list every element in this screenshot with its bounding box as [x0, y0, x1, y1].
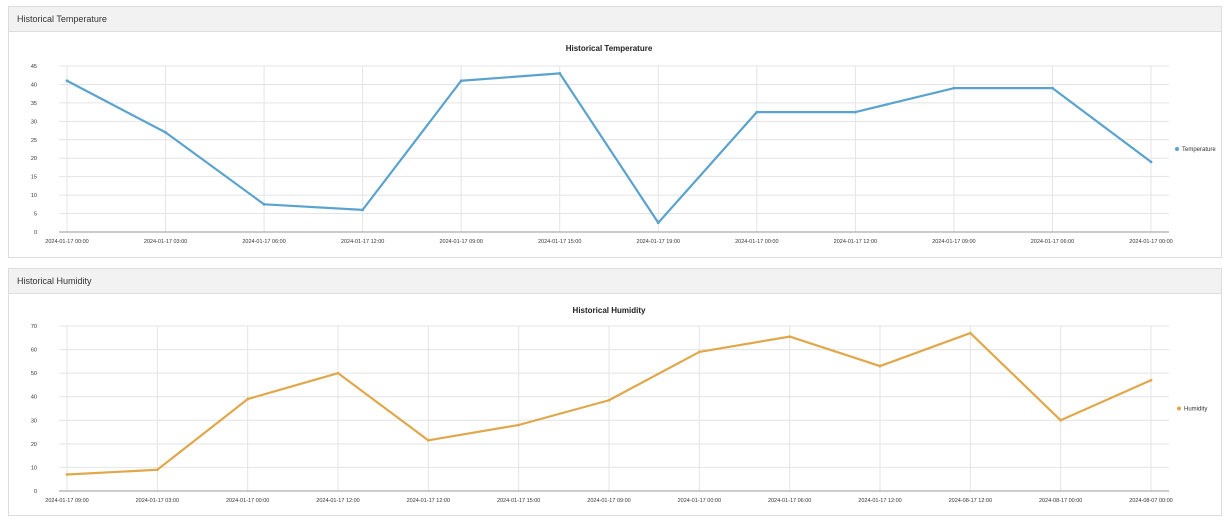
y-tick-label: 20: [31, 156, 37, 162]
temperature-panel-header: Historical Temperature: [9, 7, 1221, 32]
x-tick-label: 2024-01-17 06:00: [242, 239, 285, 245]
legend-label: Humidity: [1184, 407, 1207, 413]
x-tick-label: 2024-01-17 12:00: [834, 239, 877, 245]
x-tick-label: 2024-01-17 09:00: [45, 498, 88, 504]
legend-marker: [1175, 147, 1179, 151]
data-point: [155, 468, 159, 472]
data-point: [459, 79, 463, 83]
x-tick-label: 2024-01-17 00:00: [735, 239, 778, 245]
y-tick-label: 50: [31, 371, 37, 377]
x-tick-label: 2024-01-17 06:00: [1031, 239, 1074, 245]
x-tick-label: 2024-01-17 00:00: [45, 239, 88, 245]
y-tick-label: 40: [31, 395, 37, 401]
data-point: [361, 208, 365, 212]
data-point: [1059, 418, 1063, 422]
data-point: [262, 202, 266, 206]
y-tick-label: 10: [31, 465, 37, 471]
x-tick-label: 2024-01-17 15:00: [538, 239, 581, 245]
data-point: [952, 86, 956, 90]
y-tick-label: 0: [34, 489, 37, 495]
y-tick-label: 40: [31, 82, 37, 88]
data-point: [1051, 86, 1054, 90]
data-point: [607, 398, 611, 402]
data-point: [246, 397, 250, 401]
x-tick-label: 2024-01-17 00:00: [226, 498, 269, 504]
data-point: [878, 364, 882, 368]
y-tick-label: 35: [31, 101, 37, 107]
data-point: [697, 350, 701, 354]
x-tick-label: 2024-01-17 06:00: [768, 498, 811, 504]
data-point: [164, 131, 167, 134]
y-tick-label: 45: [31, 64, 37, 70]
y-tick-label: 60: [31, 348, 37, 354]
x-tick-label: 2024-01-17 03:00: [144, 239, 187, 245]
y-tick-label: 20: [31, 442, 37, 448]
x-tick-label: 2024-01-17 12:00: [858, 498, 901, 504]
data-point: [517, 423, 521, 427]
data-point: [755, 110, 759, 114]
x-tick-label: 2024-01-17 00:00: [1129, 239, 1172, 245]
y-tick-label: 5: [34, 212, 37, 218]
data-point: [1149, 378, 1153, 382]
y-tick-label: 30: [31, 119, 37, 125]
temperature-chart: Historical Temperature 0 5 10 15 20 25 30 35 40 45…: [31, 44, 1216, 245]
x-tick-label: 2024-01-17 15:00: [497, 498, 540, 504]
y-tick-label: 15: [31, 175, 37, 181]
y-tick-label: 30: [31, 418, 37, 424]
chart-title: Historical Humidity: [573, 306, 646, 315]
legend-marker: [1177, 406, 1181, 411]
chart-title: Historical Temperature: [566, 44, 653, 53]
data-point: [1149, 160, 1153, 164]
x-tick-label: 2024-01-17 09:00: [932, 239, 975, 245]
humidity-panel: Historical Humidity Historical Humidity 0…: [8, 268, 1222, 516]
x-tick-label: 2024-08-07 00:00: [1129, 498, 1172, 504]
x-tick-label: 2024-01-17 12:00: [316, 498, 359, 504]
data-point: [788, 335, 792, 339]
humidity-panel-header: Historical Humidity: [9, 269, 1221, 294]
x-tick-label: 2024-01-17 00:00: [678, 498, 721, 504]
data-point: [558, 71, 562, 75]
x-tick-label: 2024-01-17 19:00: [637, 239, 680, 245]
data-point: [853, 110, 857, 114]
x-tick-label: 2024-08-17 12:00: [949, 498, 992, 504]
legend-label: Temperature: [1182, 147, 1216, 153]
x-tick-label: 2024-01-17 12:00: [341, 239, 384, 245]
y-tick-label: 25: [31, 138, 37, 144]
x-tick-label: 2024-01-17 03:00: [136, 498, 179, 504]
data-point: [968, 331, 972, 335]
x-tick-label: 2024-01-17 09:00: [587, 498, 630, 504]
data-point: [65, 79, 69, 83]
y-tick-label: 0: [34, 230, 37, 236]
x-tick-label: 2024-01-17 12:00: [407, 498, 450, 504]
data-point: [336, 371, 340, 375]
x-tick-label: 2024-01-17 09:00: [439, 239, 482, 245]
data-point: [656, 221, 660, 225]
temperature-panel: Historical Temperature Historical Temper…: [8, 6, 1222, 258]
data-point: [426, 438, 430, 442]
y-tick-label: 10: [31, 193, 37, 199]
y-tick-label: 70: [31, 324, 37, 330]
x-tick-label: 2024-08-17 00:00: [1039, 498, 1082, 504]
series-line-temperature: [66, 72, 1152, 224]
data-point: [65, 473, 69, 476]
humidity-chart: Historical Humidity 0 10 20 30 40 50 60 70 2024-0…: [31, 306, 1207, 504]
